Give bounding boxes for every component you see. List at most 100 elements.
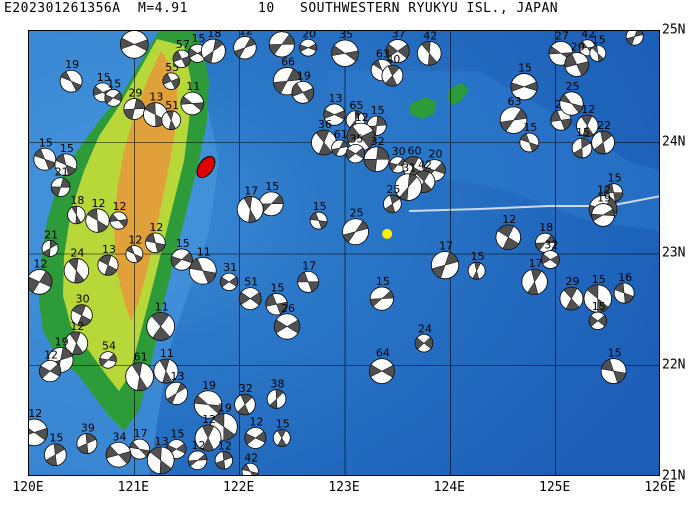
focal-mechanism: 61: [331, 128, 349, 157]
plate-boundary: [408, 195, 659, 212]
beachball-quadrant: [623, 292, 634, 304]
focal-mechanism: 15: [589, 33, 607, 62]
beachball-quadrant: [170, 255, 183, 268]
focal-mechanism: 32: [363, 135, 390, 173]
beachball-quadrant: [541, 253, 551, 265]
beachball-quadrant: [346, 125, 362, 144]
beachball-quadrant: [212, 413, 225, 428]
beachball-quadrant: [565, 298, 580, 311]
beachball-quadrant: [166, 392, 178, 404]
beachball-quadrant: [407, 173, 418, 188]
beachball-quadrant: [369, 298, 383, 307]
beachball-quadrant: [33, 427, 48, 441]
depth-label: 12: [249, 415, 263, 428]
depth-label: 39: [81, 421, 95, 434]
beachball-quadrant: [331, 147, 341, 156]
beachball-quadrant: [277, 437, 287, 447]
depth-label: 31: [223, 261, 237, 274]
depth-label: 15: [170, 428, 184, 441]
beachball-quadrant: [614, 282, 625, 294]
event-star: [196, 155, 216, 179]
beachball-quadrant: [180, 95, 193, 105]
beachball-quadrant: [50, 186, 61, 197]
depth-label: 17: [302, 259, 316, 272]
focal-mechanism: 15: [170, 237, 193, 271]
x-tick-label: 126E: [644, 480, 676, 495]
depth-label: 20: [429, 148, 443, 161]
beachball-quadrant: [597, 314, 607, 327]
beachball-quadrant: [97, 220, 108, 233]
depth-label: 12: [218, 440, 232, 453]
depth-label: 40: [386, 53, 400, 66]
depth-label: 13: [170, 370, 184, 383]
focal-mechanism: 15: [43, 432, 67, 467]
beachball-quadrant: [428, 52, 438, 66]
focal-mechanisms: 1915152913511155571518131221203537426340…: [29, 31, 644, 475]
y-tick-label: 21N: [662, 468, 686, 484]
beachball-quadrant: [385, 43, 399, 59]
beachball-quadrant: [354, 220, 369, 233]
beachball-quadrant: [248, 208, 257, 223]
depth-label: 32: [239, 382, 253, 395]
depth-label: 29: [565, 275, 579, 288]
focal-mechanism: 13: [120, 31, 149, 59]
beachball-quadrant: [201, 437, 215, 452]
focal-mechanism: 11: [188, 245, 217, 285]
depth-label: 30: [76, 293, 90, 306]
beachball-quadrant: [613, 192, 623, 202]
depth-label: 18: [70, 194, 84, 207]
focal-mechanism: 57: [172, 38, 191, 68]
depth-label: 31: [402, 162, 416, 175]
beachball-quadrant: [39, 365, 51, 379]
depth-label: 22: [597, 119, 611, 132]
focal-mechanism: 13: [97, 243, 119, 276]
depth-label: 24: [70, 246, 84, 259]
depth-label: 15: [608, 347, 622, 360]
beachball-quadrant: [389, 162, 399, 172]
beachball-quadrant: [72, 342, 84, 355]
focal-mechanism: 31: [394, 162, 422, 201]
beachball-quadrant: [70, 80, 82, 92]
beachball-quadrant: [331, 45, 346, 56]
beachball-quadrant: [168, 119, 176, 130]
beachball-quadrant: [510, 82, 525, 92]
beachball-quadrant: [369, 364, 383, 378]
beachball-quadrant: [286, 68, 301, 82]
depth-label: 13: [155, 435, 169, 448]
focal-mechanism: 21: [50, 166, 71, 197]
beachball-quadrant: [355, 147, 366, 159]
focal-mechanism: 15: [369, 275, 394, 311]
beachball-quadrant: [291, 82, 304, 97]
beachball-quadrant: [99, 358, 109, 367]
focal-mechanism: 15: [600, 347, 627, 384]
beachball-quadrant: [342, 231, 357, 243]
focal-mechanism: 15: [54, 142, 78, 177]
beachball-quadrant: [188, 47, 199, 59]
beachball-quadrant: [244, 37, 256, 49]
focal-mechanism: 12: [39, 348, 62, 383]
beachball-quadrant: [563, 286, 578, 300]
epicenter-marker: [382, 228, 393, 239]
depth-label: 15: [276, 417, 290, 430]
beachball-quadrant: [414, 337, 425, 350]
beachball-quadrant: [281, 33, 295, 45]
beachball-quadrant: [45, 454, 57, 466]
beachball-quadrant: [175, 382, 187, 394]
beachball-quadrant: [215, 459, 226, 470]
beachball-quadrant: [265, 293, 277, 307]
magnitude: M=4.91: [138, 1, 188, 16]
focal-mechanism: 19: [291, 69, 315, 104]
focal-mechanism: 17: [521, 257, 548, 296]
beachball-quadrant: [502, 236, 520, 250]
focal-mechanism: 12: [576, 103, 599, 137]
depth-label: 61: [134, 351, 148, 364]
beachball-quadrant: [49, 363, 62, 377]
depth-label: 25: [350, 207, 364, 220]
depth-label: 19: [55, 335, 69, 348]
beachball-quadrant: [421, 41, 431, 54]
depth-label: 51: [244, 276, 258, 289]
depth-label: 12: [239, 31, 253, 37]
beachball-quadrant: [49, 240, 58, 249]
beachball-quadrant: [544, 234, 556, 244]
depth-label: 15: [107, 77, 121, 90]
